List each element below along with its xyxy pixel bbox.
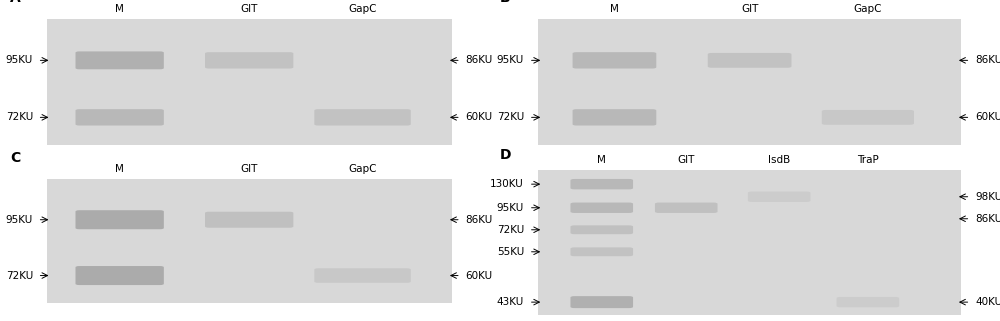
FancyBboxPatch shape [655,203,718,213]
Text: GapC: GapC [348,4,377,14]
Text: 72KU: 72KU [497,225,524,235]
Text: GIT: GIT [241,4,258,14]
FancyBboxPatch shape [205,52,293,68]
Text: IsdB: IsdB [768,155,790,165]
Text: 72KU: 72KU [6,112,33,122]
FancyBboxPatch shape [570,225,633,234]
Text: GapC: GapC [854,4,882,14]
FancyBboxPatch shape [205,212,293,228]
FancyBboxPatch shape [822,110,914,125]
Text: 86KU: 86KU [465,215,493,225]
Text: C: C [10,152,20,165]
Text: 72KU: 72KU [497,112,524,122]
FancyBboxPatch shape [837,297,899,307]
FancyBboxPatch shape [76,266,164,285]
Text: 72KU: 72KU [6,271,33,281]
Text: 40KU: 40KU [975,297,1000,307]
Text: M: M [597,155,606,165]
Text: A: A [10,0,21,5]
Text: 60KU: 60KU [465,112,493,122]
Text: M: M [115,164,124,175]
Bar [47,179,452,303]
FancyBboxPatch shape [76,210,164,229]
FancyBboxPatch shape [573,109,656,126]
Text: M: M [115,4,124,14]
Text: GIT: GIT [241,164,258,175]
Text: 95KU: 95KU [497,55,524,65]
FancyBboxPatch shape [708,53,791,68]
Text: 130KU: 130KU [490,179,524,189]
FancyBboxPatch shape [76,109,164,126]
Text: D: D [500,148,512,162]
Text: GapC: GapC [348,164,377,175]
Text: 95KU: 95KU [497,203,524,213]
Text: 55KU: 55KU [497,247,524,257]
Text: TraP: TraP [857,155,879,165]
FancyBboxPatch shape [570,247,633,256]
FancyBboxPatch shape [570,203,633,213]
Text: 60KU: 60KU [465,271,493,281]
Bar [538,170,961,315]
Text: 86KU: 86KU [975,214,1000,224]
Text: 98KU: 98KU [975,192,1000,202]
Text: B: B [500,0,511,5]
FancyBboxPatch shape [314,268,411,283]
Bar [47,19,452,145]
Text: 95KU: 95KU [6,215,33,225]
FancyBboxPatch shape [76,51,164,69]
Text: 86KU: 86KU [975,55,1000,65]
Bar [538,19,961,145]
Text: GIT: GIT [741,4,758,14]
Text: M: M [610,4,619,14]
Text: 60KU: 60KU [975,112,1000,122]
FancyBboxPatch shape [570,296,633,308]
FancyBboxPatch shape [573,52,656,68]
Text: GIT: GIT [678,155,695,165]
FancyBboxPatch shape [314,109,411,126]
Text: 86KU: 86KU [465,55,493,65]
FancyBboxPatch shape [748,192,810,202]
Text: 95KU: 95KU [6,55,33,65]
FancyBboxPatch shape [570,179,633,189]
Text: 43KU: 43KU [497,297,524,307]
